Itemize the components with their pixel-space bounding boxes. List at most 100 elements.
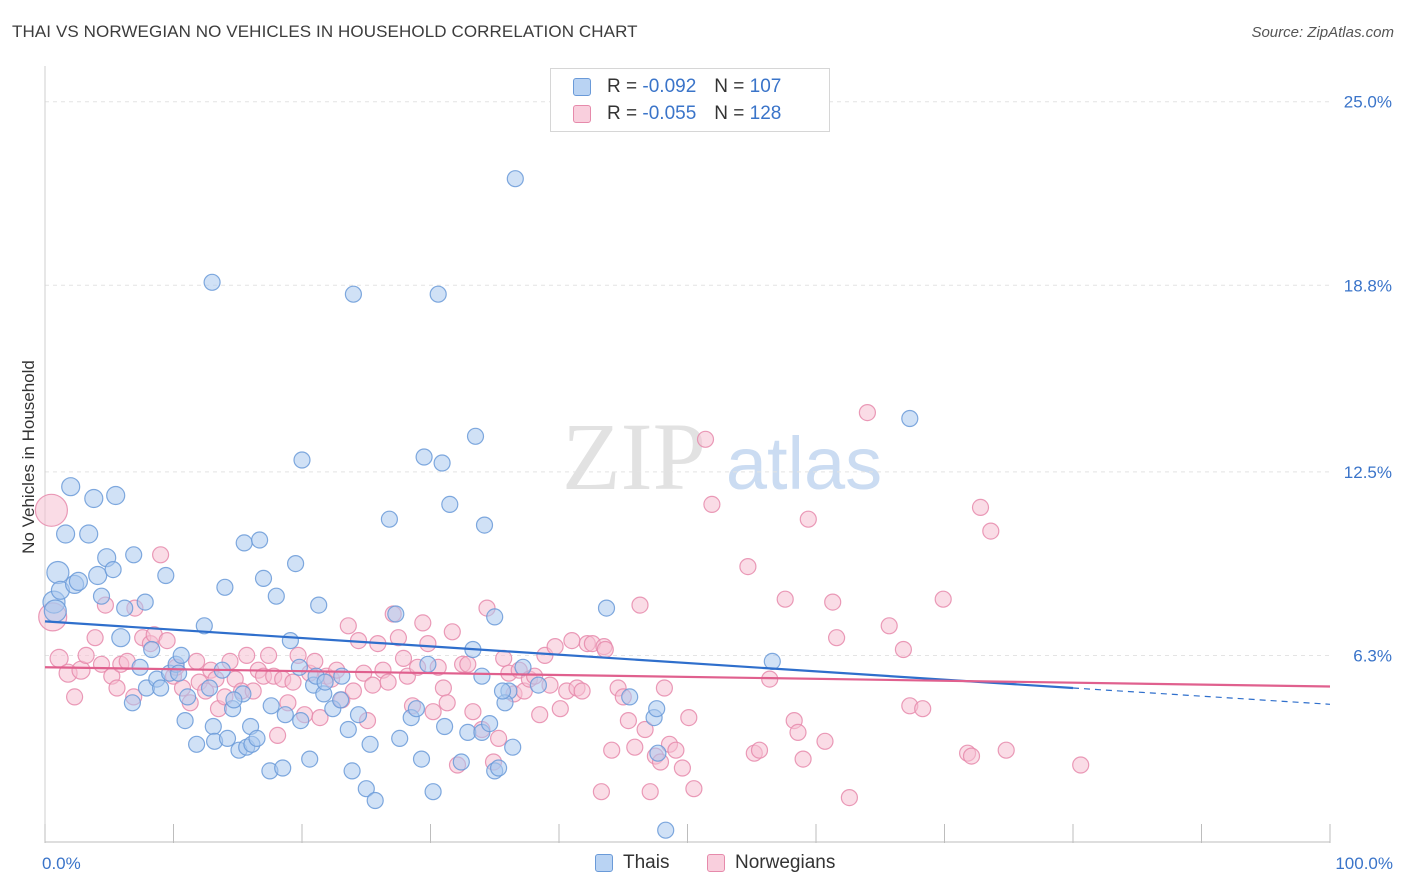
norwegian-point	[858, 404, 877, 422]
tick-labels: 6.3% 12.5% 18.8% 25.0% 0.0% 100.0%	[42, 93, 1393, 873]
norwegian-point	[592, 783, 611, 801]
thai-point	[92, 587, 111, 605]
y-tick-label: 18.8%	[1344, 276, 1392, 295]
thai-point	[84, 488, 104, 509]
thai-trend-extension	[1072, 687, 1331, 705]
thai-point	[529, 676, 548, 694]
chart-title: THAI VS NORWEGIAN NO VEHICLES IN HOUSEHO…	[12, 22, 638, 41]
thai-point	[316, 673, 334, 691]
thai-point	[415, 448, 433, 466]
norwegian-point	[1072, 756, 1090, 774]
norwegian-point	[284, 673, 302, 691]
grid	[45, 101, 1330, 656]
norwegian-point	[424, 703, 442, 721]
norwegian-point	[238, 646, 256, 665]
correlation-legend: R = -0.092 N = 107 R = -0.055 N = 128	[550, 68, 830, 132]
thai-point	[104, 560, 122, 579]
thai-point	[292, 711, 310, 730]
norwegian-point	[914, 700, 932, 718]
y-tick-label: 12.5%	[1344, 463, 1392, 482]
thai-point	[648, 700, 666, 718]
thai-point	[179, 688, 197, 706]
thai-point	[424, 783, 442, 801]
legend-r-label: R =	[607, 76, 638, 97]
norwegian-point	[816, 732, 834, 750]
thai-point	[251, 531, 269, 549]
norwegian-point	[389, 629, 407, 647]
norwegian-point	[459, 655, 477, 673]
thai-point	[143, 640, 161, 659]
norwegian-point	[971, 498, 990, 516]
thai-point	[490, 759, 508, 777]
thai-point	[131, 658, 149, 676]
thai-point	[597, 599, 616, 617]
thai-point	[157, 566, 175, 585]
thai-point	[46, 560, 70, 585]
thai-point	[763, 652, 781, 671]
thai-point	[486, 608, 504, 626]
norwegian-point	[685, 780, 703, 798]
thai-point	[43, 599, 67, 623]
legend-swatch-thais	[573, 78, 591, 96]
thai-point	[452, 753, 470, 771]
legend-n-label: N =	[714, 76, 745, 97]
thai-point	[195, 617, 213, 635]
thai-point	[493, 682, 512, 700]
series-legend: Thais Norwegians	[0, 852, 1406, 876]
thai-point	[366, 791, 384, 810]
thai-point	[68, 571, 89, 592]
thai-point	[310, 596, 328, 614]
norwegian-point	[434, 679, 452, 697]
watermark-atlas: atlas	[726, 422, 882, 505]
norwegian-point	[696, 430, 715, 448]
norwegian-point	[603, 741, 621, 759]
series-label-thais: Thais	[623, 852, 670, 873]
thai-point	[123, 694, 141, 712]
thai-point	[657, 821, 675, 839]
norwegian-point	[464, 703, 482, 721]
chart-source: Source: ZipAtlas.com	[1251, 24, 1394, 41]
norwegian-trend-line	[44, 666, 1331, 688]
thai-point	[504, 738, 522, 756]
thai-point	[339, 720, 357, 739]
norwegian-point	[339, 617, 357, 635]
thai-point	[152, 679, 170, 697]
norwegian-point	[619, 711, 638, 730]
norwegian-point	[789, 723, 807, 742]
thai-point	[301, 750, 319, 768]
norwegian-point	[934, 590, 952, 608]
norwegian-point	[158, 631, 176, 650]
norwegian-point	[495, 649, 513, 668]
thai-point	[649, 744, 667, 762]
thai-point	[419, 655, 437, 673]
norwegian-point	[794, 750, 812, 768]
norwegian-point	[703, 495, 721, 513]
norwegian-point	[563, 631, 581, 650]
thai-point	[170, 664, 188, 682]
thai-point	[235, 534, 253, 552]
legend-r-value-norwegians: -0.055	[642, 103, 697, 124]
thai-point	[506, 170, 524, 188]
legend-r-value-thais: -0.092	[642, 76, 697, 97]
thai-point	[176, 711, 194, 730]
thai-point	[218, 729, 237, 748]
thai-point	[200, 679, 219, 697]
thai-point	[621, 688, 639, 706]
norwegian-point	[546, 637, 564, 656]
norwegian-point	[269, 726, 287, 745]
norwegian-point	[379, 673, 397, 691]
thai-point	[332, 691, 350, 709]
thai-point	[407, 700, 425, 718]
norwegian-point	[551, 700, 569, 718]
legend-r-label: R =	[607, 103, 638, 124]
watermark: ZIP atlas	[562, 403, 882, 510]
thai-point	[357, 780, 375, 798]
thai-trend-line	[44, 620, 1074, 690]
series-label-norwegians: Norwegians	[735, 852, 836, 873]
trend-lines	[44, 620, 1331, 705]
series-swatch-thais	[595, 854, 613, 872]
thai-point	[79, 524, 99, 544]
thai-point	[248, 729, 266, 748]
norwegian-point	[344, 682, 362, 700]
norwegian-point	[152, 546, 170, 564]
